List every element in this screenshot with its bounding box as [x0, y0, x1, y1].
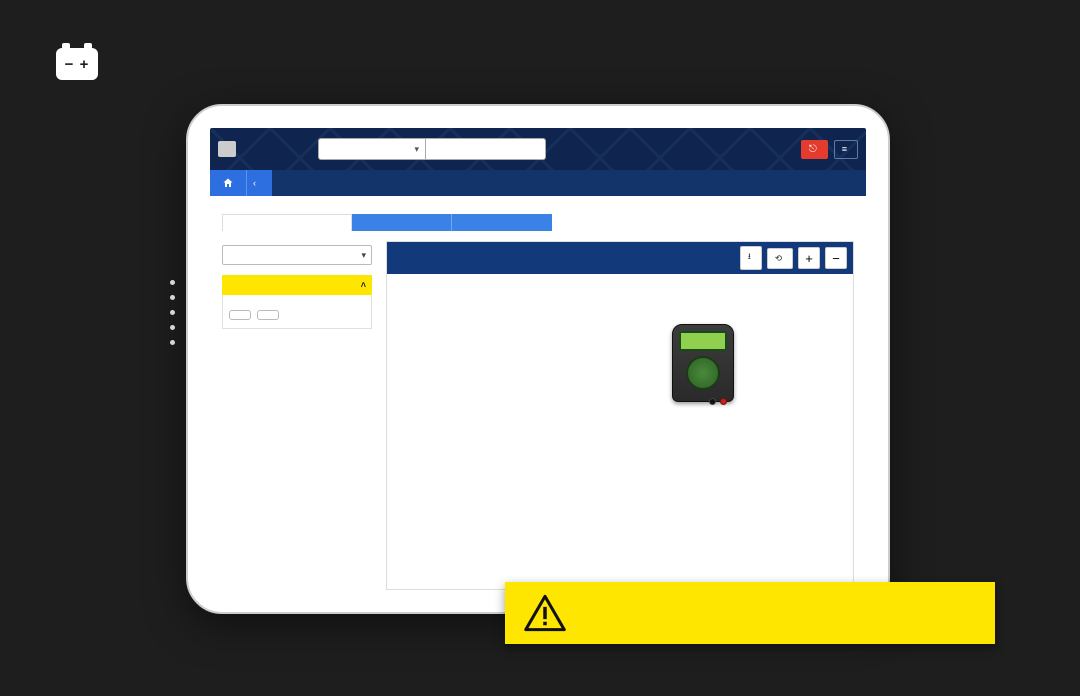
zoom-in-button[interactable]: +: [798, 247, 820, 269]
hamburger-icon: ≡: [842, 144, 847, 154]
search-scope-select[interactable]: ▾: [318, 138, 426, 160]
menu-button[interactable]: ≡: [834, 140, 858, 159]
wiring-diagram-svg: [387, 274, 853, 589]
battery-icon-glyph: − +: [65, 56, 90, 73]
breadcrumb-home[interactable]: [210, 170, 246, 196]
no-button[interactable]: [257, 310, 279, 320]
logo-icon: [218, 141, 236, 157]
download-pdf-button[interactable]: ⭳: [740, 246, 762, 270]
multimeter-reading: [679, 331, 727, 351]
breadcrumb-back[interactable]: ‹: [246, 170, 272, 196]
download-icon: ⭳: [748, 251, 751, 265]
tab-picture[interactable]: [352, 214, 452, 231]
yes-button[interactable]: [229, 310, 251, 320]
diagnosis-step-header[interactable]: ˄: [222, 275, 372, 295]
multimeter: [672, 324, 734, 402]
zoom-out-button[interactable]: −: [825, 247, 847, 269]
top-bar: ▾ ⎋ ≡: [210, 128, 866, 170]
component-select[interactable]: ▾: [222, 245, 372, 265]
side-panel: ▾ ˄: [222, 241, 372, 590]
tablet-frame: ▾ ⎋ ≡ ‹: [186, 104, 890, 614]
multimeter-dial: [686, 356, 720, 390]
main-content: ▾ ˄ ⭳: [210, 231, 866, 590]
chevron-up-icon: ˄: [361, 280, 366, 290]
chevron-left-icon: ‹: [253, 178, 256, 188]
tab-wiring-diagram[interactable]: [222, 214, 352, 231]
diagram-canvas[interactable]: [387, 274, 853, 589]
pagination-dots: [170, 280, 175, 345]
chevron-down-icon: ▾: [414, 144, 419, 155]
search-input[interactable]: [426, 138, 546, 160]
breadcrumb-current: [272, 170, 300, 196]
logout-icon: ⎋: [809, 144, 817, 155]
reset-icon: ⟲: [775, 253, 782, 264]
search: ▾: [318, 138, 546, 160]
warning-icon: [505, 594, 585, 632]
diagram-viewer: ⭳ ⟲ + −: [386, 241, 854, 590]
home-icon: [222, 177, 234, 189]
multimeter-terminals: [709, 398, 727, 405]
page-title-row: [210, 196, 866, 214]
tabs: [222, 214, 854, 231]
diagnosis-step-body: [222, 295, 372, 329]
logo[interactable]: [218, 141, 240, 157]
hero-section: − +: [56, 48, 112, 80]
chevron-down-icon: ▾: [361, 250, 366, 261]
battery-icon: − +: [56, 48, 98, 80]
tab-locations[interactable]: [452, 214, 552, 231]
viewer-toolbar: ⭳ ⟲ + −: [387, 242, 853, 274]
sample-banner: [505, 582, 995, 644]
breadcrumb: ‹: [210, 170, 866, 196]
app-screen: ▾ ⎋ ≡ ‹: [210, 128, 866, 590]
logout-button[interactable]: ⎋: [801, 140, 828, 159]
reset-zoom-button[interactable]: ⟲: [767, 248, 793, 269]
